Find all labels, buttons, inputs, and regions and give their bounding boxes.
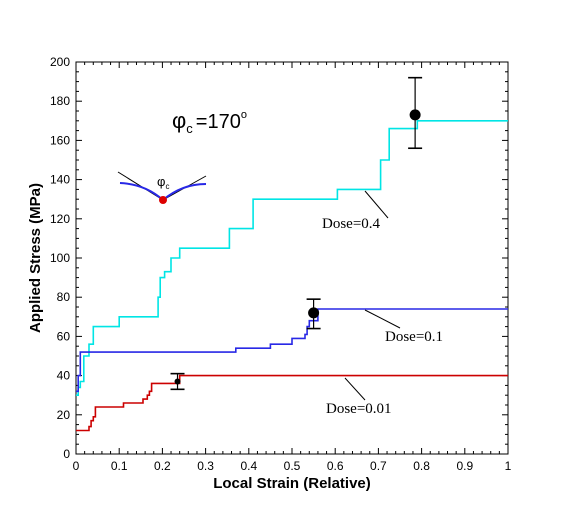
x-tick-label: 0.1: [111, 459, 128, 473]
x-tick-label: 0.7: [370, 459, 387, 473]
y-tick-label: 120: [50, 212, 70, 226]
inset-node: [159, 196, 167, 204]
angle-label: φc =170o: [172, 108, 247, 136]
dose-0-1-label: Dose=0.1: [385, 329, 443, 345]
x-tick-label: 0.4: [240, 459, 257, 473]
angle-degree: o: [241, 109, 247, 121]
y-tick-label: 0: [63, 447, 70, 461]
inset-phi-label: φc: [157, 174, 169, 191]
dose-0-4-line: [76, 120, 508, 397]
y-tick-label: 40: [57, 369, 71, 383]
error-bars: [170, 76, 423, 391]
x-tick-label: 0.3: [197, 459, 214, 473]
y-tick-label: 100: [50, 251, 70, 265]
series-group: [76, 120, 508, 432]
angle-value: =170: [196, 111, 241, 133]
error-bar-point: [409, 109, 421, 121]
angle-phi-symbol: φ: [172, 108, 186, 133]
dose-0-4-error-bar: [408, 76, 423, 150]
error-bar-point: [308, 307, 320, 319]
y-tick-label: 60: [57, 329, 71, 343]
x-tick-label: 1: [505, 459, 512, 473]
dose-0-4-leader: [364, 190, 389, 219]
dose-0-01-leader: [344, 377, 366, 401]
y-tick-label: 160: [50, 133, 70, 147]
x-tick-label: 0.2: [154, 459, 171, 473]
dose-0-1-leader: [364, 309, 401, 329]
error-bar-point: [174, 378, 181, 385]
y-axis-title: Applied Stress (MPa): [27, 183, 44, 333]
y-tick-label: 20: [57, 408, 71, 422]
y-tick-label: 140: [50, 173, 70, 187]
inset-phi-symbol: φ: [157, 174, 165, 189]
dose-0-01-line: [76, 374, 508, 432]
x-tick-label: 0.9: [456, 459, 473, 473]
dose-0-01-error-bar: [170, 372, 185, 391]
angle-phi-subscript: c: [186, 121, 193, 136]
inset-phi-subscript: c: [165, 182, 169, 191]
annotations: Dose=0.4 Dose=0.1 Dose=0.01: [322, 190, 443, 417]
y-tick-label: 200: [50, 55, 70, 69]
x-tick-label: 0.6: [327, 459, 344, 473]
x-tick-label: 0.5: [284, 459, 301, 473]
x-tick-label: 0: [73, 459, 80, 473]
dose-0-4-label: Dose=0.4: [322, 216, 381, 232]
y-tick-label: 80: [57, 290, 71, 304]
dose-0-1-error-bar: [306, 298, 321, 330]
axes: 0 0.1 0.2 0.3 0.4 0.5 0.6 0.7 0.8 0.9 1 0 20 40 60 80 10…: [50, 55, 512, 473]
angle-inset-sketch: φc: [117, 171, 207, 204]
dose-0-01-label: Dose=0.01: [326, 401, 392, 417]
dose-0-1-line: [76, 308, 508, 393]
x-axis-title: Local Strain (Relative): [213, 475, 371, 492]
y-tick-label: 180: [50, 94, 70, 108]
x-tick-label: 0.8: [413, 459, 430, 473]
